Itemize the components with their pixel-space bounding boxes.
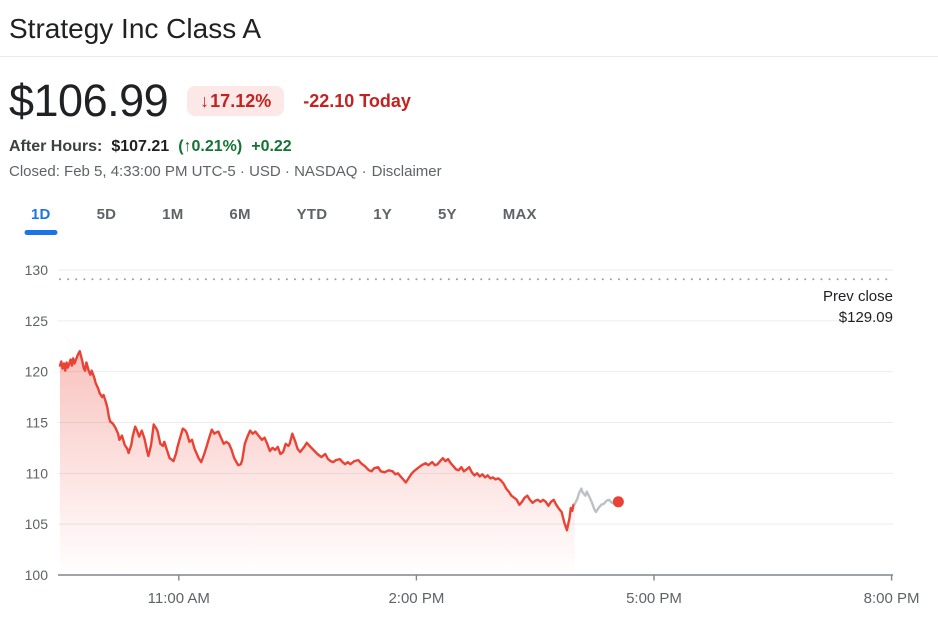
- change-percent: 17.12%: [210, 91, 272, 111]
- tab-label: YTD: [296, 206, 328, 223]
- tab-5d[interactable]: 5D: [74, 198, 140, 235]
- regular-hours-area-fill: [60, 351, 575, 575]
- change-amount-today: -22.10 Today: [303, 90, 411, 111]
- after-hours-label: After Hours:: [9, 138, 103, 155]
- disclaimer-link[interactable]: Disclaimer: [371, 163, 442, 180]
- x-axis-tick-label: 5:00 PM: [626, 590, 682, 607]
- tab-label: 5Y: [438, 206, 457, 223]
- y-axis-tick-label: 130: [25, 262, 49, 278]
- y-axis-tick-label: 110: [26, 465, 49, 481]
- tab-ytd[interactable]: YTD: [274, 198, 351, 235]
- page-title: Strategy Inc Class A: [9, 13, 262, 44]
- after-hours-percent: (↑0.21%): [178, 138, 243, 155]
- arrow-down-icon: ↓: [200, 91, 210, 111]
- current-price: $106.99: [9, 75, 169, 126]
- y-axis-tick-label: 115: [26, 414, 49, 430]
- after-hours-line: [573, 487, 620, 514]
- y-axis-tick-label: 105: [25, 516, 49, 532]
- header-divider: [0, 56, 938, 57]
- regular-hours-line: [58, 350, 576, 532]
- x-axis-tick-label: 8:00 PM: [864, 590, 920, 607]
- tab-label: 1D: [31, 206, 51, 223]
- y-axis-tick-label: 100: [25, 567, 49, 583]
- last-price-dot: [612, 496, 624, 508]
- y-axis-tick-label: 120: [25, 364, 49, 380]
- range-tabs: 1D 5D 1M 6M YTD 1Y 5Y MAX: [0, 198, 938, 235]
- tab-1d[interactable]: 1D: [8, 198, 74, 235]
- market-status-text: Closed: Feb 5, 4:33:00 PM UTC-5 · USD · …: [9, 163, 367, 180]
- y-axis-tick-label: 125: [25, 313, 49, 329]
- quote-section: $106.99 ↓ 17.12% -22.10 Today After Hour…: [0, 77, 938, 182]
- price-chart-container: 100 105 110 115 120 125 130 Prev close $129.09 11…: [0, 251, 938, 617]
- tab-1y[interactable]: 1Y: [350, 198, 415, 235]
- x-axis-tick-label: 11:00 AM: [148, 590, 210, 607]
- after-hours-row: After Hours: $107.21 (↑0.21%) +0.22: [9, 136, 938, 158]
- tab-5y[interactable]: 5Y: [415, 198, 480, 235]
- tab-label: MAX: [502, 206, 537, 223]
- price-row: $106.99 ↓ 17.12% -22.10 Today: [9, 77, 938, 125]
- tab-max[interactable]: MAX: [480, 198, 560, 235]
- price-chart[interactable]: 100 105 110 115 120 125 130 Prev close $129.09 11…: [0, 251, 938, 617]
- tab-1m[interactable]: 1M: [139, 198, 206, 235]
- tab-label: 1Y: [373, 206, 393, 223]
- prev-close-value: $129.09: [839, 309, 893, 326]
- tab-label: 6M: [229, 206, 251, 223]
- x-axis-tick-label: 2:00 PM: [388, 590, 444, 607]
- after-hours-change: +0.22: [251, 138, 292, 155]
- tab-label: 5D: [96, 206, 117, 223]
- after-hours-price: $107.21: [111, 138, 170, 155]
- change-percent-badge: ↓ 17.12%: [187, 86, 285, 116]
- active-tab-indicator: [24, 230, 58, 235]
- prev-close-label: Prev close: [823, 288, 893, 305]
- tab-6m[interactable]: 6M: [206, 198, 273, 235]
- tab-label: 1M: [162, 206, 184, 223]
- market-status-row: Closed: Feb 5, 4:33:00 PM UTC-5 · USD · …: [9, 162, 938, 182]
